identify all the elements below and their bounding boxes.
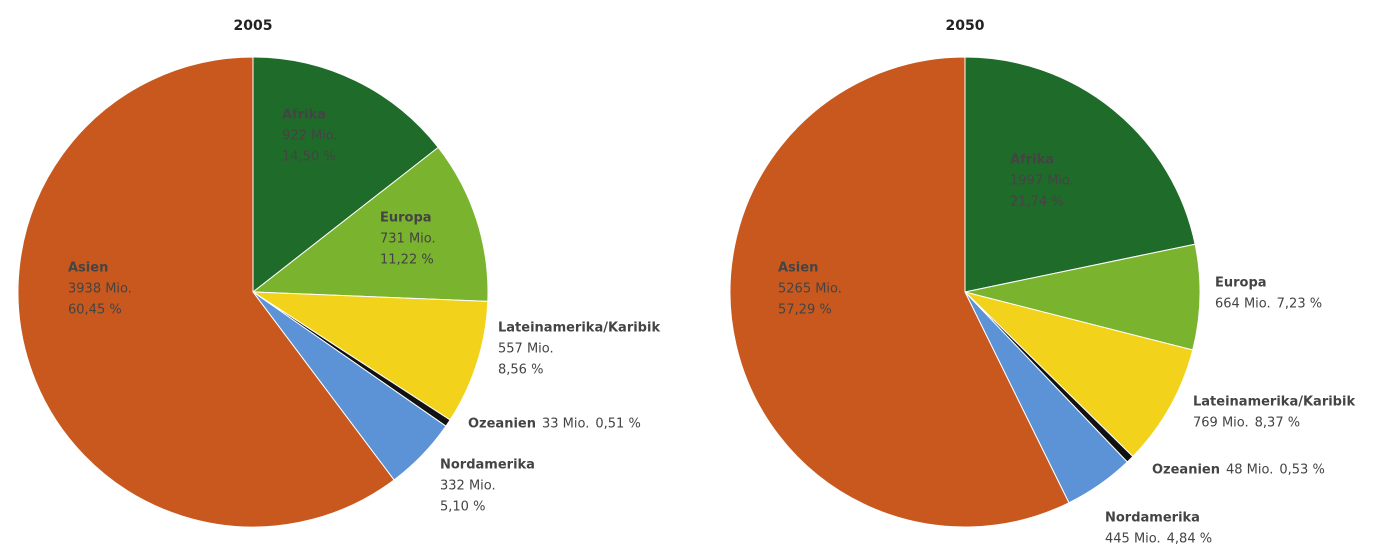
category-label: Europa (380, 211, 432, 226)
category-label: Lateinamerika/Karibik (498, 321, 660, 336)
chart-title: 2005 (234, 18, 273, 34)
value-label: 0,53 % (1279, 463, 1324, 478)
population-label: 1997 Mio. (1010, 174, 1074, 189)
value-label: 11,22 % (380, 253, 434, 268)
category-label: Ozeanien (468, 417, 536, 432)
category-label: Nordamerika (440, 458, 535, 473)
population-label: 731 Mio. (380, 232, 436, 247)
value-label: 57,29 % (778, 303, 832, 318)
population-label: 445 Mio. (1105, 532, 1161, 547)
value-label: 60,45 % (68, 303, 122, 318)
category-label: Afrika (282, 108, 326, 123)
pie-slice (964, 56, 1196, 293)
population-label: 3938 Mio. (68, 282, 132, 297)
pie-slice (252, 56, 439, 294)
pie-slice (963, 291, 1194, 458)
chart-title: 2050 (946, 18, 985, 34)
population-label: 922 Mio. (282, 129, 338, 144)
pie-slice (729, 56, 1070, 528)
value-label: 8,37 % (1255, 416, 1300, 431)
population-label: 664 Mio. (1215, 297, 1271, 312)
pie-slice (17, 56, 395, 528)
pie-slice (964, 243, 1201, 351)
category-label: Ozeanien (1152, 463, 1220, 478)
population-label: 5265 Mio. (778, 282, 842, 297)
pie-slice (251, 291, 489, 421)
value-label: 5,10 % (440, 500, 485, 515)
category-label: Asien (68, 261, 108, 276)
value-label: 7,23 % (1277, 297, 1322, 312)
population-label: 769 Mio. (1193, 416, 1249, 431)
value-label: 21,74 % (1010, 195, 1064, 210)
category-label: Asien (778, 261, 818, 276)
category-label: Lateinamerika/Karibik (1193, 395, 1355, 410)
population-label: 557 Mio. (498, 342, 554, 357)
category-label: Afrika (1010, 153, 1054, 168)
pie-slice (251, 146, 489, 302)
population-label: 332 Mio. (440, 479, 496, 494)
population-label: 33 Mio. (542, 417, 589, 432)
value-label: 14,50 % (282, 150, 336, 165)
value-label: 4,84 % (1167, 532, 1212, 547)
category-label: Nordamerika (1105, 511, 1200, 526)
value-label: 8,56 % (498, 363, 543, 378)
value-label: 0,51 % (595, 417, 640, 432)
category-label: Europa (1215, 276, 1267, 291)
population-label: 48 Mio. (1226, 463, 1273, 478)
